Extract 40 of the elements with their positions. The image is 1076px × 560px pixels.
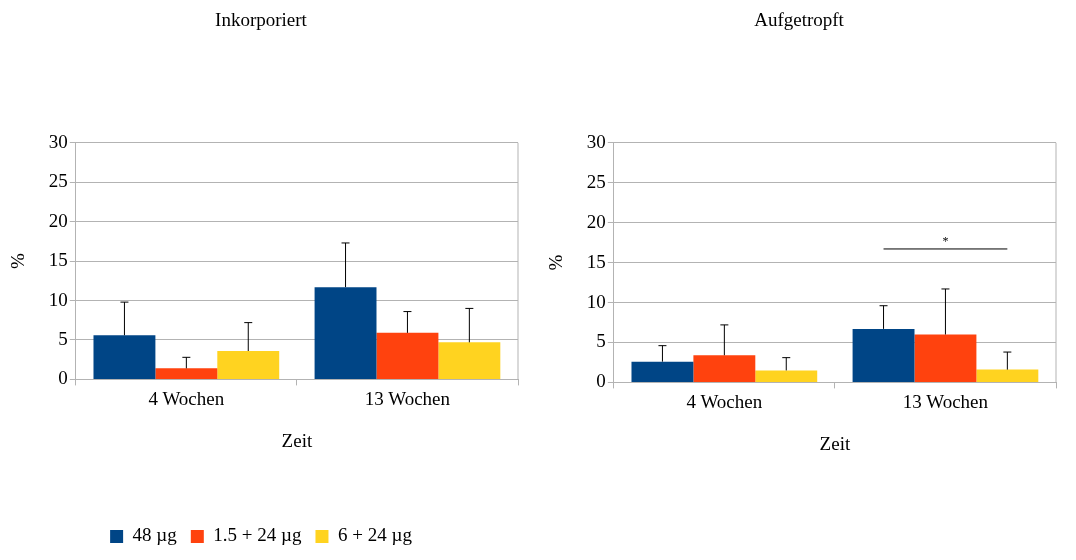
y-tick-label: 20 (586, 210, 606, 232)
y-tick-label: 30 (586, 130, 606, 152)
x-tick-label: 13 Wochen (902, 390, 989, 412)
x-axis-title: Zeit (819, 432, 851, 454)
x-tick-label: 13 Wochen (364, 387, 451, 409)
y-tick-label: 5 (58, 327, 68, 349)
y-tick-label: 20 (48, 209, 68, 231)
x-tick-label: 4 Wochen (148, 387, 225, 409)
y-tick-label: 25 (586, 170, 606, 192)
legend-label: 6 + 24 µg (337, 524, 413, 546)
bar (438, 342, 501, 379)
chart-title: Aufgetropft (754, 9, 845, 31)
y-tick-label: 30 (48, 130, 68, 152)
y-tick-label: 5 (596, 330, 606, 352)
bar (376, 332, 439, 379)
bar (976, 369, 1039, 382)
y-tick-label: 15 (586, 250, 606, 272)
bar (217, 351, 280, 379)
chart-title: Inkorporiert (215, 9, 308, 31)
bar (631, 361, 694, 382)
bar (93, 335, 156, 379)
bar (314, 287, 377, 379)
y-tick-label: 10 (48, 288, 68, 310)
legend-label: 48 µg (132, 524, 178, 546)
y-axis-title: % (545, 254, 567, 271)
bar (755, 370, 818, 382)
y-tick-label: 15 (48, 249, 68, 271)
bar (852, 328, 915, 382)
legend-label: 1.5 + 24 µg (213, 524, 302, 546)
bar (914, 334, 977, 382)
x-axis-title: Zeit (281, 429, 313, 451)
bar (693, 355, 756, 382)
y-tick-label: 25 (48, 170, 68, 192)
y-tick-label: 0 (58, 367, 68, 389)
x-tick-label: 4 Wochen (686, 390, 763, 412)
bar (155, 368, 218, 379)
y-axis-title: % (7, 253, 29, 270)
y-tick-label: 10 (586, 290, 606, 312)
y-tick-label: 0 (596, 370, 606, 392)
annotation: * (942, 234, 949, 249)
